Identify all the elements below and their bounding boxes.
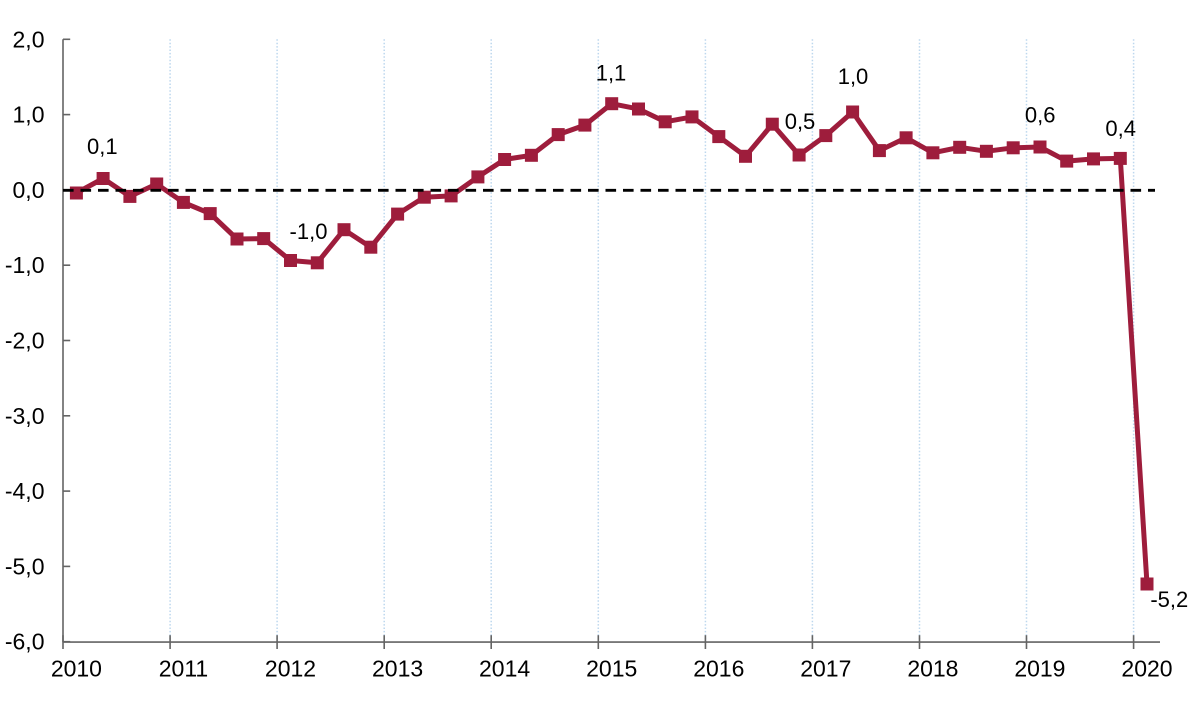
svg-text:2013: 2013 bbox=[372, 656, 423, 682]
svg-text:0,5: 0,5 bbox=[785, 109, 816, 134]
svg-text:-2,0: -2,0 bbox=[5, 328, 45, 354]
svg-text:-6,0: -6,0 bbox=[5, 629, 45, 655]
svg-text:2020: 2020 bbox=[1121, 656, 1172, 682]
svg-text:2012: 2012 bbox=[265, 656, 316, 682]
svg-text:-5,2: -5,2 bbox=[1150, 587, 1188, 612]
svg-text:0,4: 0,4 bbox=[1105, 116, 1136, 141]
svg-text:1,0: 1,0 bbox=[838, 64, 869, 89]
svg-text:0,6: 0,6 bbox=[1025, 102, 1056, 127]
svg-text:2014: 2014 bbox=[479, 656, 530, 682]
svg-text:2016: 2016 bbox=[693, 656, 744, 682]
svg-text:0,0: 0,0 bbox=[13, 177, 45, 203]
svg-text:2010: 2010 bbox=[51, 656, 102, 682]
svg-text:-1,0: -1,0 bbox=[290, 219, 328, 244]
svg-text:2,0: 2,0 bbox=[13, 26, 45, 52]
svg-text:1,0: 1,0 bbox=[13, 102, 45, 128]
svg-text:0,1: 0,1 bbox=[87, 134, 118, 159]
svg-text:-3,0: -3,0 bbox=[5, 403, 45, 429]
svg-text:2011: 2011 bbox=[159, 656, 208, 682]
svg-text:2017: 2017 bbox=[800, 656, 851, 682]
svg-text:1,1: 1,1 bbox=[596, 61, 627, 86]
svg-text:2019: 2019 bbox=[1014, 656, 1065, 682]
svg-text:-5,0: -5,0 bbox=[5, 553, 45, 579]
svg-text:2015: 2015 bbox=[586, 656, 637, 682]
svg-text:-1,0: -1,0 bbox=[5, 252, 45, 278]
svg-text:2018: 2018 bbox=[907, 656, 958, 682]
svg-text:-4,0: -4,0 bbox=[5, 478, 45, 504]
